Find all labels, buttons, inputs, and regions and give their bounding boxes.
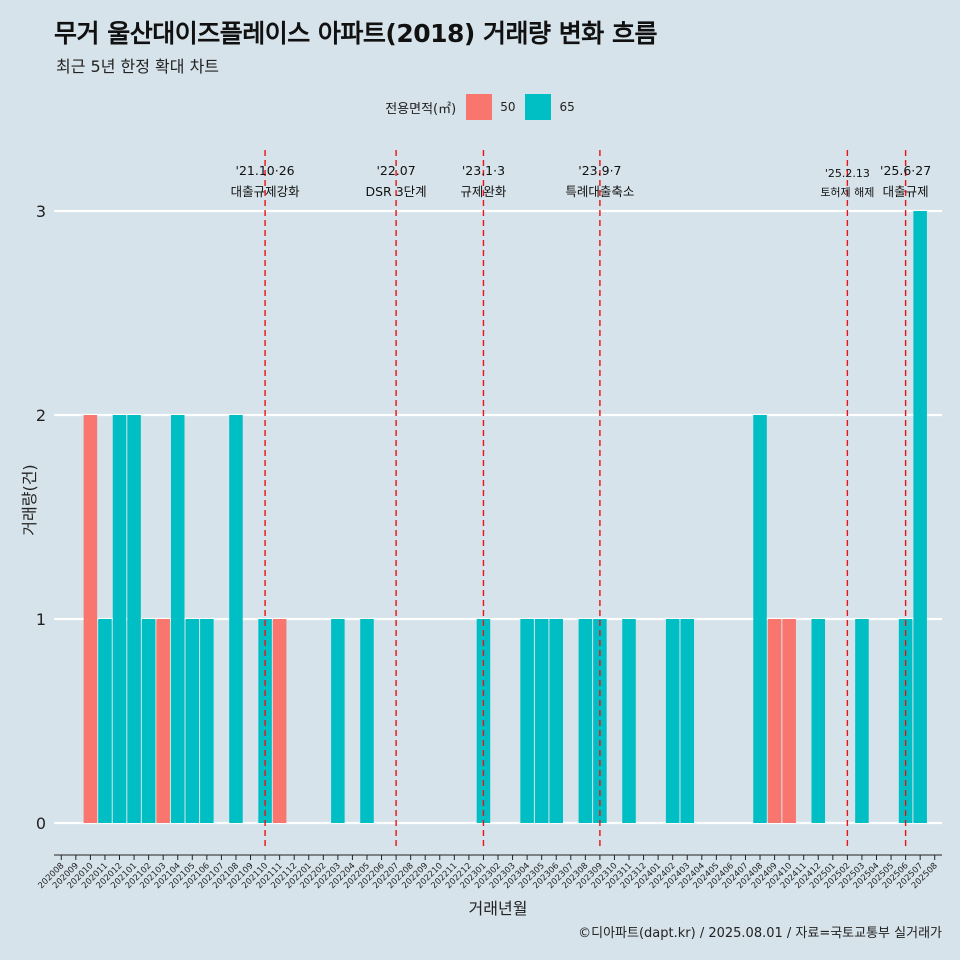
bar-65-202503 xyxy=(855,619,869,823)
event-date-label: '25.2.13 xyxy=(825,167,870,180)
legend-key-65 xyxy=(525,94,552,120)
bar-65-202012 xyxy=(112,415,127,823)
bar-65-202308 xyxy=(578,619,593,823)
bar-65-202412 xyxy=(811,619,826,823)
event-name-label: 대출규제강화 xyxy=(231,184,301,199)
y-tick-label: 0 xyxy=(36,814,46,833)
bar-65-202403 xyxy=(680,619,695,823)
bar-50-202010 xyxy=(83,415,98,823)
event-date-label: '25.6·27 xyxy=(880,163,931,178)
bar-65-202106 xyxy=(200,619,214,823)
bar-65-202102 xyxy=(141,619,156,823)
legend-key-50 xyxy=(466,94,493,120)
y-axis-title: 거래량(건) xyxy=(20,464,39,535)
event-name-label: 규제완화 xyxy=(460,184,507,199)
y-tick-label: 1 xyxy=(36,610,46,629)
event-date-label: '23.9·7 xyxy=(578,163,621,178)
event-name-label: 토허제 해제 xyxy=(820,185,874,199)
bar-65-202305 xyxy=(534,619,549,823)
bar-65-202101 xyxy=(127,415,141,823)
event-date-label: '23.1·3 xyxy=(462,163,505,178)
y-tick-label: 3 xyxy=(36,202,46,221)
bar-65-202402 xyxy=(665,619,680,823)
bar-50-202103 xyxy=(156,619,170,823)
x-axis-title: 거래년월 xyxy=(469,899,528,918)
bar-50-202409 xyxy=(767,619,782,823)
event-date-label: '21.10·26 xyxy=(236,163,295,178)
bar-65-202311 xyxy=(622,619,636,823)
event-annotations: '21.10·26 대출규제강화 '22.07 DSR 3단계 '23.1·3 규제완화 '… xyxy=(231,150,931,848)
legend-label-50: 50 xyxy=(500,100,516,114)
bar-65-202507 xyxy=(913,211,927,823)
bar-50-202410 xyxy=(782,619,796,823)
bar-50-202111 xyxy=(272,619,287,823)
event-name-label: DSR 3단계 xyxy=(366,184,427,199)
legend-label-65: 65 xyxy=(559,100,575,114)
bars xyxy=(83,211,927,823)
legend-title: 전용면적(㎡) xyxy=(385,101,457,117)
bar-65-202205 xyxy=(360,619,374,823)
bar-65-202203 xyxy=(331,619,345,823)
source-caption: ©디아파트(dapt.kr) / 2025.08.01 / 자료=국토교통부 실… xyxy=(578,926,942,941)
bar-65-202011 xyxy=(98,619,112,823)
legend: 전용면적(㎡) 50 65 xyxy=(0,94,960,120)
event-name-label: 특례대출축소 xyxy=(565,184,634,199)
bar-65-202304 xyxy=(520,619,534,823)
bar-65-202105 xyxy=(185,619,200,823)
bar-65-202408 xyxy=(753,415,767,823)
chart-title: 무거 울산대이즈플레이스 아파트(2018) 거래량 변화 흐름 xyxy=(54,19,657,48)
bar-65-202306 xyxy=(549,619,563,823)
bar-65-202108 xyxy=(229,415,243,823)
bar-65-202104 xyxy=(170,415,185,823)
event-name-label: 대출규제 xyxy=(883,184,929,199)
y-tick-label: 2 xyxy=(36,406,46,425)
event-date-label: '22.07 xyxy=(376,163,415,178)
chart-subtitle: 최근 5년 한정 확대 차트 xyxy=(56,57,220,76)
